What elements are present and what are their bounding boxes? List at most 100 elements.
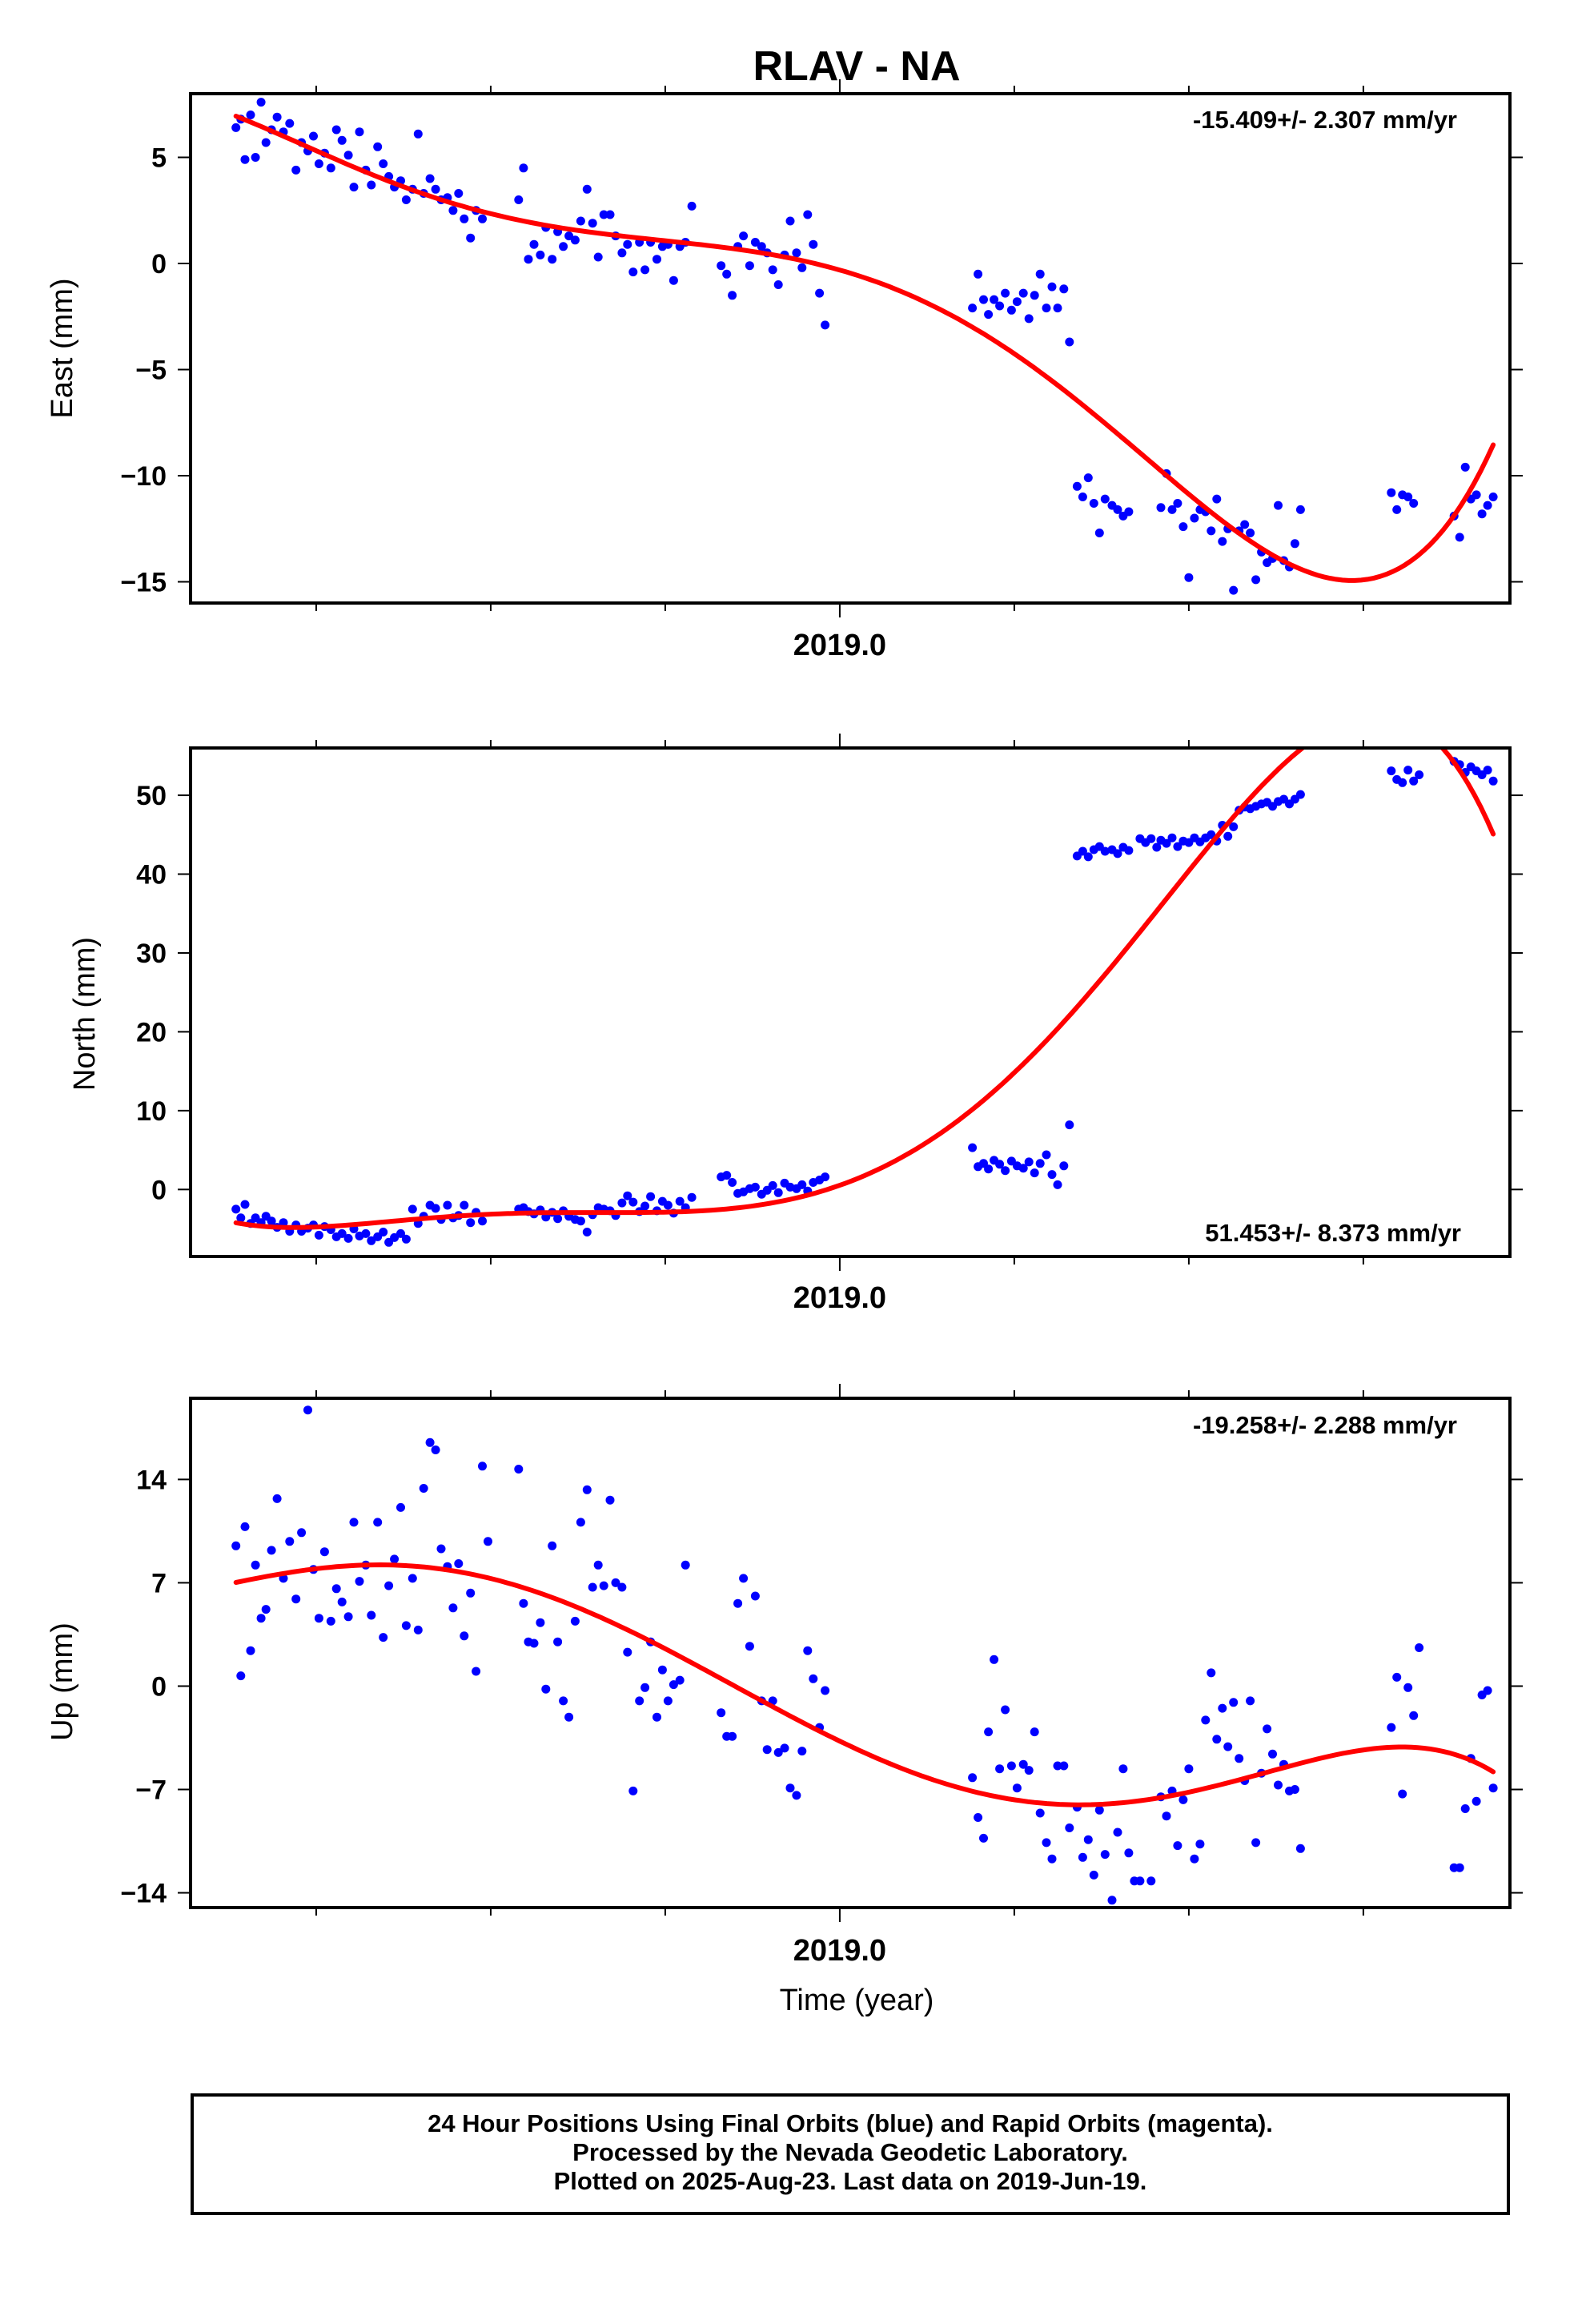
data-point: [1483, 501, 1492, 510]
data-point: [773, 1747, 783, 1757]
data-point: [605, 210, 615, 219]
data-point: [762, 1745, 772, 1755]
data-point: [745, 1642, 754, 1651]
data-point: [570, 235, 580, 245]
data-point: [687, 1192, 697, 1202]
data-point: [1403, 493, 1413, 501]
data-point: [1472, 490, 1481, 500]
data-point: [681, 1560, 690, 1570]
data-point: [478, 214, 487, 223]
data-point: [1387, 766, 1396, 776]
data-point: [231, 1204, 241, 1214]
data-point: [1201, 1715, 1211, 1725]
data-point: [272, 112, 282, 122]
data-point: [1167, 505, 1177, 514]
data-point: [1190, 1854, 1199, 1864]
data-point: [303, 1405, 312, 1415]
data-point: [1094, 1805, 1104, 1815]
data-point: [1218, 1703, 1227, 1713]
data-point: [564, 1712, 574, 1722]
data-point: [1024, 1766, 1034, 1775]
data-point: [1065, 337, 1074, 347]
data-point: [1223, 831, 1233, 841]
data-point: [1398, 778, 1407, 787]
data-point: [472, 1667, 481, 1676]
data-point: [995, 301, 1005, 311]
data-point: [792, 248, 801, 258]
data-point: [285, 1537, 295, 1546]
data-point: [623, 239, 632, 249]
data-point: [780, 1743, 789, 1753]
data-point: [1078, 1852, 1087, 1862]
data-point: [1089, 499, 1098, 508]
data-point: [1387, 488, 1396, 497]
data-point: [448, 1603, 458, 1613]
data-point: [984, 1727, 994, 1737]
y-tick-label: 0: [151, 249, 167, 279]
data-point: [1030, 1168, 1039, 1178]
y-tick-label: −5: [135, 356, 167, 386]
data-point: [519, 1598, 528, 1608]
data-point: [1059, 1161, 1069, 1171]
data-point: [1162, 1811, 1171, 1821]
data-point: [343, 1612, 353, 1622]
y-tick-label: 10: [136, 1096, 167, 1127]
data-point: [431, 1204, 440, 1213]
data-point: [367, 1610, 376, 1620]
data-point: [640, 1201, 650, 1211]
data-point: [236, 1213, 246, 1223]
data-point: [1012, 1783, 1022, 1793]
data-point: [1184, 1764, 1194, 1774]
data-point: [541, 1684, 551, 1694]
data-point: [1094, 529, 1104, 537]
data-point: [1403, 766, 1413, 775]
data-point: [722, 1171, 732, 1180]
data-point: [373, 142, 383, 151]
up-panel: 2019.0 14 7 0 −7 −14 -19.258+/- 2.288 mm/yr Up …: [46, 1384, 1523, 1968]
data-point: [1089, 1870, 1098, 1880]
data-point: [652, 1712, 661, 1722]
y-tick-label: 0: [151, 1175, 167, 1205]
data-point: [1295, 505, 1305, 514]
data-point: [1415, 1643, 1424, 1652]
data-point: [1018, 1759, 1028, 1769]
data-point: [559, 1696, 568, 1706]
data-point: [995, 1764, 1005, 1774]
data-point: [413, 1625, 423, 1634]
data-point: [1195, 1839, 1205, 1849]
data-point: [246, 111, 255, 119]
data-point: [628, 1786, 638, 1795]
data-point: [773, 280, 783, 289]
data-point: [337, 1228, 347, 1238]
data-point: [785, 216, 795, 226]
y-tick-label: 30: [136, 939, 167, 969]
data-point: [1135, 1876, 1145, 1886]
data-point: [425, 1437, 435, 1447]
data-point: [484, 1537, 492, 1546]
y-tick-label: 5: [151, 143, 167, 174]
data-point: [582, 1485, 592, 1494]
data-point: [768, 1180, 777, 1190]
data-point: [1100, 846, 1110, 856]
data-point: [1263, 1724, 1272, 1734]
data-point: [1290, 1785, 1299, 1794]
data-point: [401, 195, 411, 204]
data-point: [448, 206, 458, 215]
data-point: [401, 1621, 411, 1630]
data-point: [657, 1665, 667, 1675]
data-point: [1053, 1180, 1062, 1189]
data-point: [297, 1528, 307, 1538]
data-point: [466, 1218, 476, 1228]
data-point: [797, 1180, 807, 1189]
data-point: [1268, 1749, 1277, 1759]
data-point: [792, 1791, 801, 1800]
data-point: [478, 1462, 487, 1471]
data-point: [1398, 1789, 1407, 1799]
data-point: [570, 1616, 580, 1626]
data-point: [1409, 1711, 1419, 1720]
data-point: [1472, 1796, 1481, 1806]
data-point: [1083, 852, 1093, 862]
data-point: [524, 255, 533, 264]
data-point: [809, 239, 818, 249]
data-point: [1207, 830, 1216, 839]
